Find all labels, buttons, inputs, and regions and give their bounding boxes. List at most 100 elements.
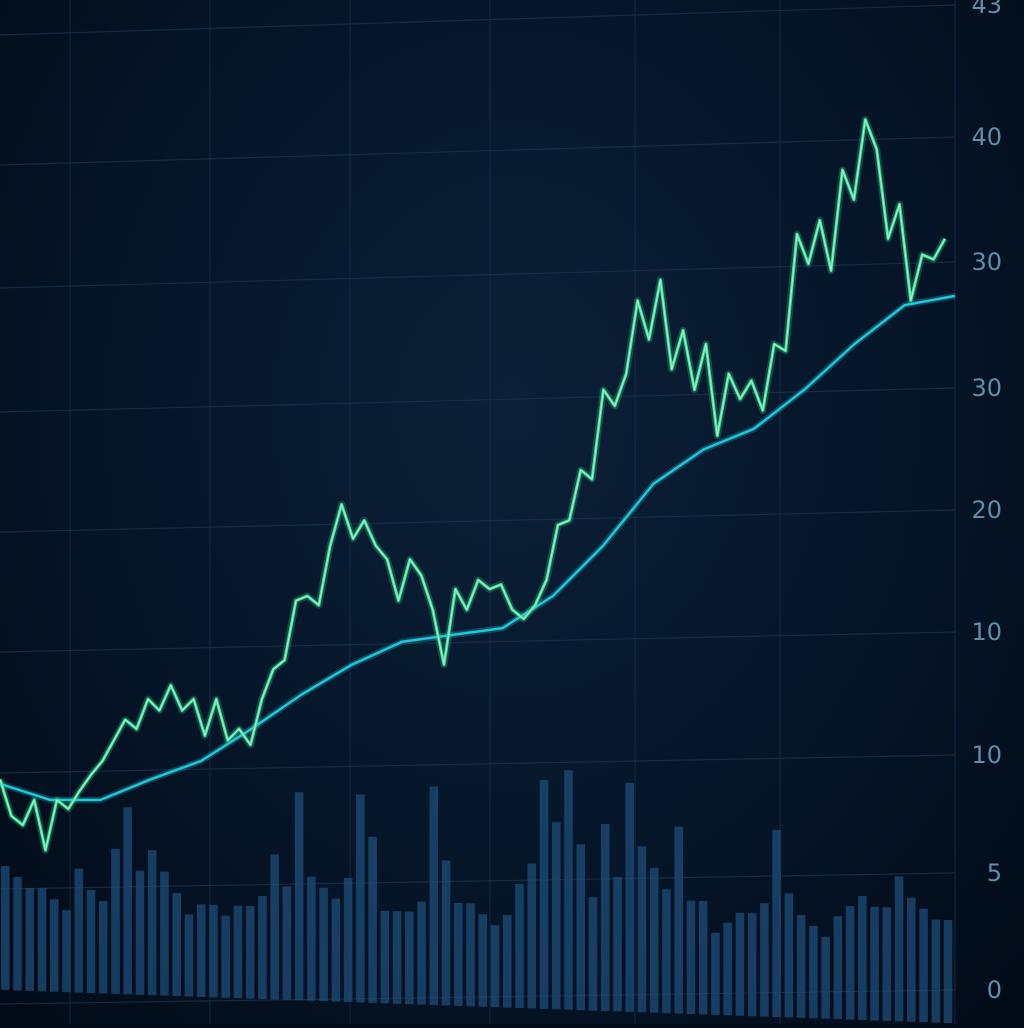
- grid-line-horizontal: [0, 754, 956, 774]
- volume-bar: [502, 915, 512, 1008]
- volume-bar: [539, 779, 549, 1009]
- volume-bar: [711, 932, 720, 1015]
- volume-bar: [625, 782, 634, 1012]
- volume-bar: [588, 897, 598, 1011]
- volume-bar: [343, 878, 353, 1003]
- volume-bar: [894, 876, 904, 1022]
- volume-bar: [441, 860, 451, 1006]
- volume-bar: [307, 876, 316, 1001]
- volume-bar: [282, 886, 292, 1000]
- volume-bar: [233, 905, 243, 999]
- volume-bar: [747, 913, 757, 1017]
- volume-bar: [392, 911, 402, 1004]
- volume-bar: [882, 907, 892, 1021]
- volume-bar: [245, 906, 255, 999]
- volume-bar: [564, 770, 573, 1010]
- volume-bar: [123, 807, 133, 995]
- moving-average-line: [0, 294, 956, 802]
- volume-bar: [184, 914, 194, 997]
- volume-bar: [478, 914, 488, 1007]
- volume-bar: [86, 890, 96, 994]
- volume-bar: [270, 854, 279, 1000]
- volume-bar: [600, 824, 610, 1012]
- volume-bar: [527, 863, 537, 1009]
- volume-bar: [735, 912, 745, 1016]
- volume-bar: [931, 919, 941, 1023]
- volume-bar: [907, 897, 916, 1022]
- grid-line-horizontal: [0, 261, 956, 289]
- volume-bar: [294, 792, 304, 1001]
- volume-bar: [784, 893, 794, 1018]
- grid-line-horizontal: [0, 509, 956, 533]
- volume-bar: [809, 925, 818, 1019]
- price-line-glow: [0, 116, 949, 854]
- volume-bar: [760, 903, 769, 1017]
- y-tick-label: 0: [986, 976, 1002, 1004]
- y-tick-label: 30: [971, 248, 1002, 276]
- volume-bar: [49, 899, 59, 992]
- volume-bar: [147, 850, 157, 996]
- price-line-highlight: [0, 119, 946, 851]
- volume-bar: [637, 846, 647, 1013]
- volume-bar: [172, 893, 181, 997]
- volume-bar: [405, 911, 414, 1005]
- y-tick-label: 20: [971, 496, 1002, 524]
- volume-bar: [674, 826, 683, 1014]
- volume-bar: [331, 898, 341, 1002]
- volume-bar: [662, 889, 671, 1014]
- volume-bar: [490, 925, 500, 1008]
- volume-bar: [25, 887, 35, 991]
- volume-bar: [258, 896, 267, 1000]
- volume-bar: [870, 906, 879, 1021]
- volume-bar: [196, 904, 206, 997]
- volume-bar: [429, 786, 439, 1006]
- volume-bar: [845, 906, 855, 1020]
- volume-bar: [74, 868, 84, 993]
- volume-bar: [135, 870, 145, 995]
- volume-bar: [160, 871, 169, 996]
- moving-average-line-glow: [0, 292, 956, 804]
- volume-bar: [111, 848, 120, 994]
- y-tick-label: 10: [971, 618, 1002, 646]
- volume-bar: [466, 903, 475, 1007]
- volume-bar: [698, 900, 708, 1015]
- volume-bar: [98, 900, 108, 994]
- y-tick-label: 5: [986, 859, 1002, 887]
- grid-line-horizontal: [0, 387, 956, 413]
- volume-bar: [613, 876, 622, 1012]
- y-tick-label: 40: [971, 123, 1002, 151]
- volume-bar: [356, 794, 365, 1003]
- grid-line-horizontal: [0, 631, 956, 653]
- volume-bar: [37, 888, 47, 992]
- volume-bar: [796, 914, 806, 1018]
- volume-bar: [13, 876, 22, 991]
- volume-bar: [686, 900, 696, 1015]
- volume-bar: [943, 920, 953, 1024]
- y-tick-label: 30: [971, 374, 1002, 402]
- volume-bar: [576, 844, 586, 1011]
- volume-bar: [221, 915, 230, 998]
- volume-bar: [551, 822, 561, 1010]
- volume-bar: [1, 866, 10, 991]
- grid-line-horizontal: [0, 136, 956, 166]
- volume-bar: [919, 908, 928, 1023]
- volume-bar: [417, 901, 426, 1005]
- grid-line-horizontal: [0, 872, 956, 890]
- y-tick-label: 43: [971, 0, 1002, 19]
- volume-bar: [649, 867, 659, 1013]
- volume-bar: [454, 902, 463, 1006]
- volume-bar: [62, 910, 71, 993]
- grid-line-horizontal: [0, 989, 956, 1005]
- volume-bar: [319, 887, 328, 1002]
- volume-bar: [515, 884, 524, 1009]
- volume-bar: [368, 836, 377, 1003]
- volume-bar: [209, 904, 218, 998]
- volume-bar: [380, 910, 390, 1004]
- volume-bar: [858, 896, 867, 1021]
- volume-bar: [821, 936, 830, 1019]
- volume-bar: [723, 922, 732, 1016]
- grid-line-horizontal: [0, 4, 956, 36]
- volume-bar: [833, 916, 843, 1020]
